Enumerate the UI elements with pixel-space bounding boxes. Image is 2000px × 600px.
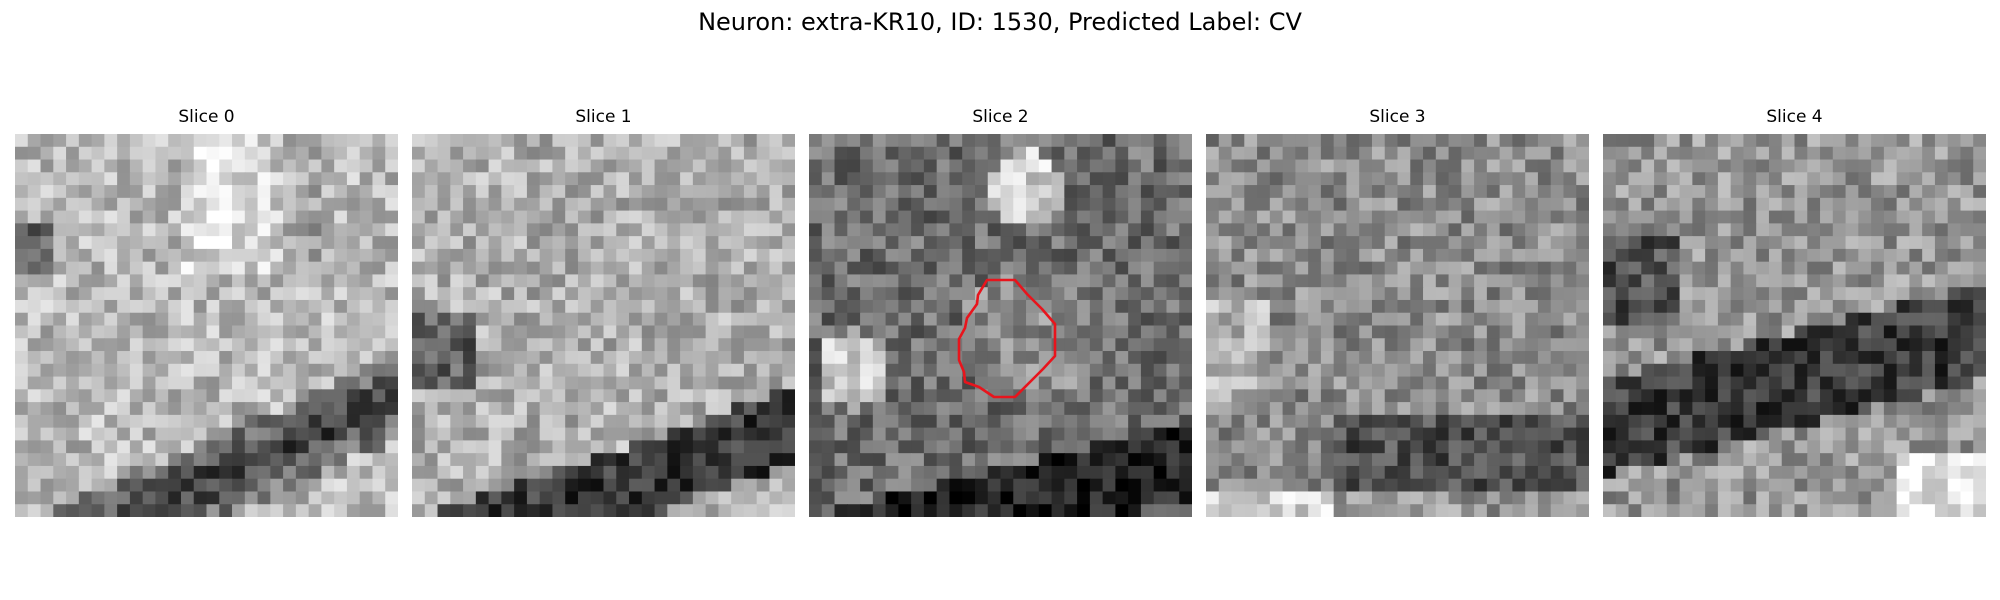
slice-label-4: Slice 4 [1766,107,1823,127]
slice-label-3: Slice 3 [1369,107,1426,127]
slice-label-1: Slice 1 [575,107,632,127]
slice-image-4 [1603,134,1986,517]
slice-panel-3: Slice 3 [1206,106,1589,517]
slice-panel-2: Slice 2 [809,106,1192,517]
slice-image-2 [809,134,1192,517]
slice-image-1 [412,134,795,517]
slice-image-0 [15,134,398,517]
slice-image-3 [1206,134,1589,517]
slice-label-2: Slice 2 [972,107,1029,127]
figure-title: Neuron: extra-KR10, ID: 1530, Predicted … [698,8,1302,36]
slice-label-0: Slice 0 [178,107,235,127]
roi-contour [957,278,1057,399]
slice-panel-0: Slice 0 [15,106,398,517]
slice-panel-1: Slice 1 [412,106,795,517]
slice-panel-4: Slice 4 [1603,106,1986,517]
